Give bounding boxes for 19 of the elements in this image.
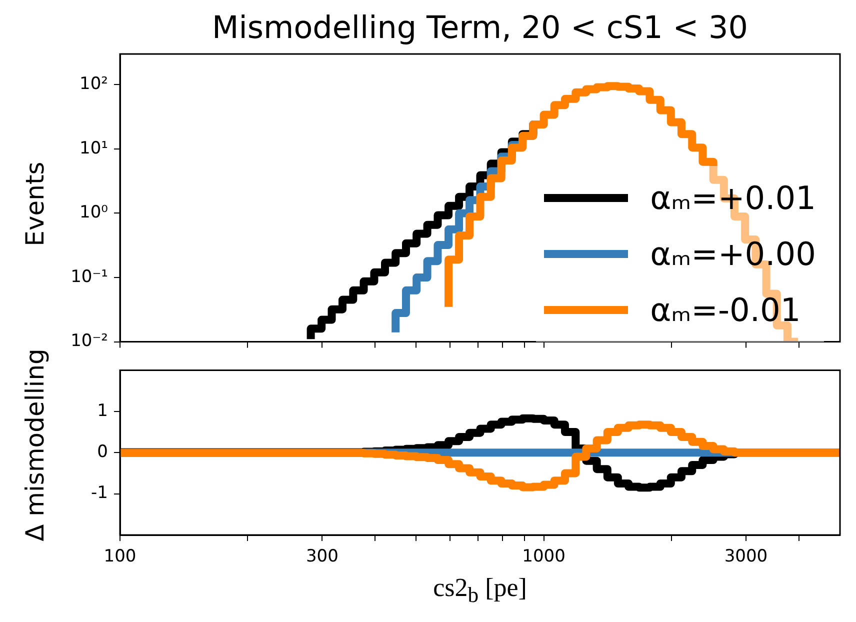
x-tick-label: 1000 xyxy=(522,546,566,567)
y-tick-label: 10¹ xyxy=(80,138,108,158)
x-tick-label: 3000 xyxy=(724,546,768,567)
x-tick-label: 100 xyxy=(104,546,136,567)
x-axis-title: cs2$_{b}$ [pe] xyxy=(432,573,528,608)
legend-label: αₘ=+0.00 xyxy=(650,235,816,273)
legend-label: αₘ=-0.01 xyxy=(650,291,801,329)
legend-label: αₘ=+0.01 xyxy=(650,179,816,217)
y-axis-title: Δ mismodelling xyxy=(20,348,50,541)
y-tick-label: 0 xyxy=(97,442,108,462)
y-tick-label: 1 xyxy=(97,400,108,421)
y-tick-label: 10² xyxy=(80,74,108,94)
y-tick-label: 10⁻² xyxy=(70,331,108,352)
chart-title: Mismodelling Term, 20 < cS1 < 30 xyxy=(211,10,749,46)
y-tick-label: -1 xyxy=(91,483,108,504)
y-axis-title: Events xyxy=(20,162,50,246)
x-tick-label: 300 xyxy=(306,546,338,567)
y-tick-label: 10⁻¹ xyxy=(70,266,108,287)
y-tick-label: 10⁰ xyxy=(80,202,108,223)
